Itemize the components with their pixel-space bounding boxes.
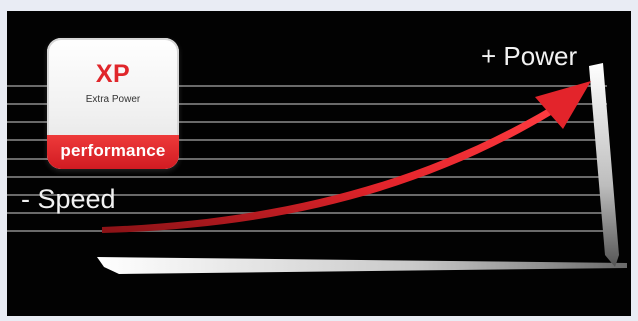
arrow-graphic: [97, 63, 627, 274]
speed-label: - Speed: [21, 184, 116, 214]
badge-subtitle: Extra Power: [85, 94, 141, 105]
xp-performance-badge: XP Extra Power performance: [47, 38, 179, 169]
power-label: + Power: [481, 41, 578, 71]
badge-red-band: [47, 135, 179, 169]
badge-band-text: performance: [60, 141, 166, 160]
badge-title: XP: [95, 60, 131, 88]
power-axis-wedge: [589, 63, 619, 267]
speed-axis-wedge: [97, 257, 627, 274]
growth-arrow-head: [535, 81, 591, 129]
diagram-frame: XP Extra Power performance - Speed + Pow…: [7, 11, 631, 316]
